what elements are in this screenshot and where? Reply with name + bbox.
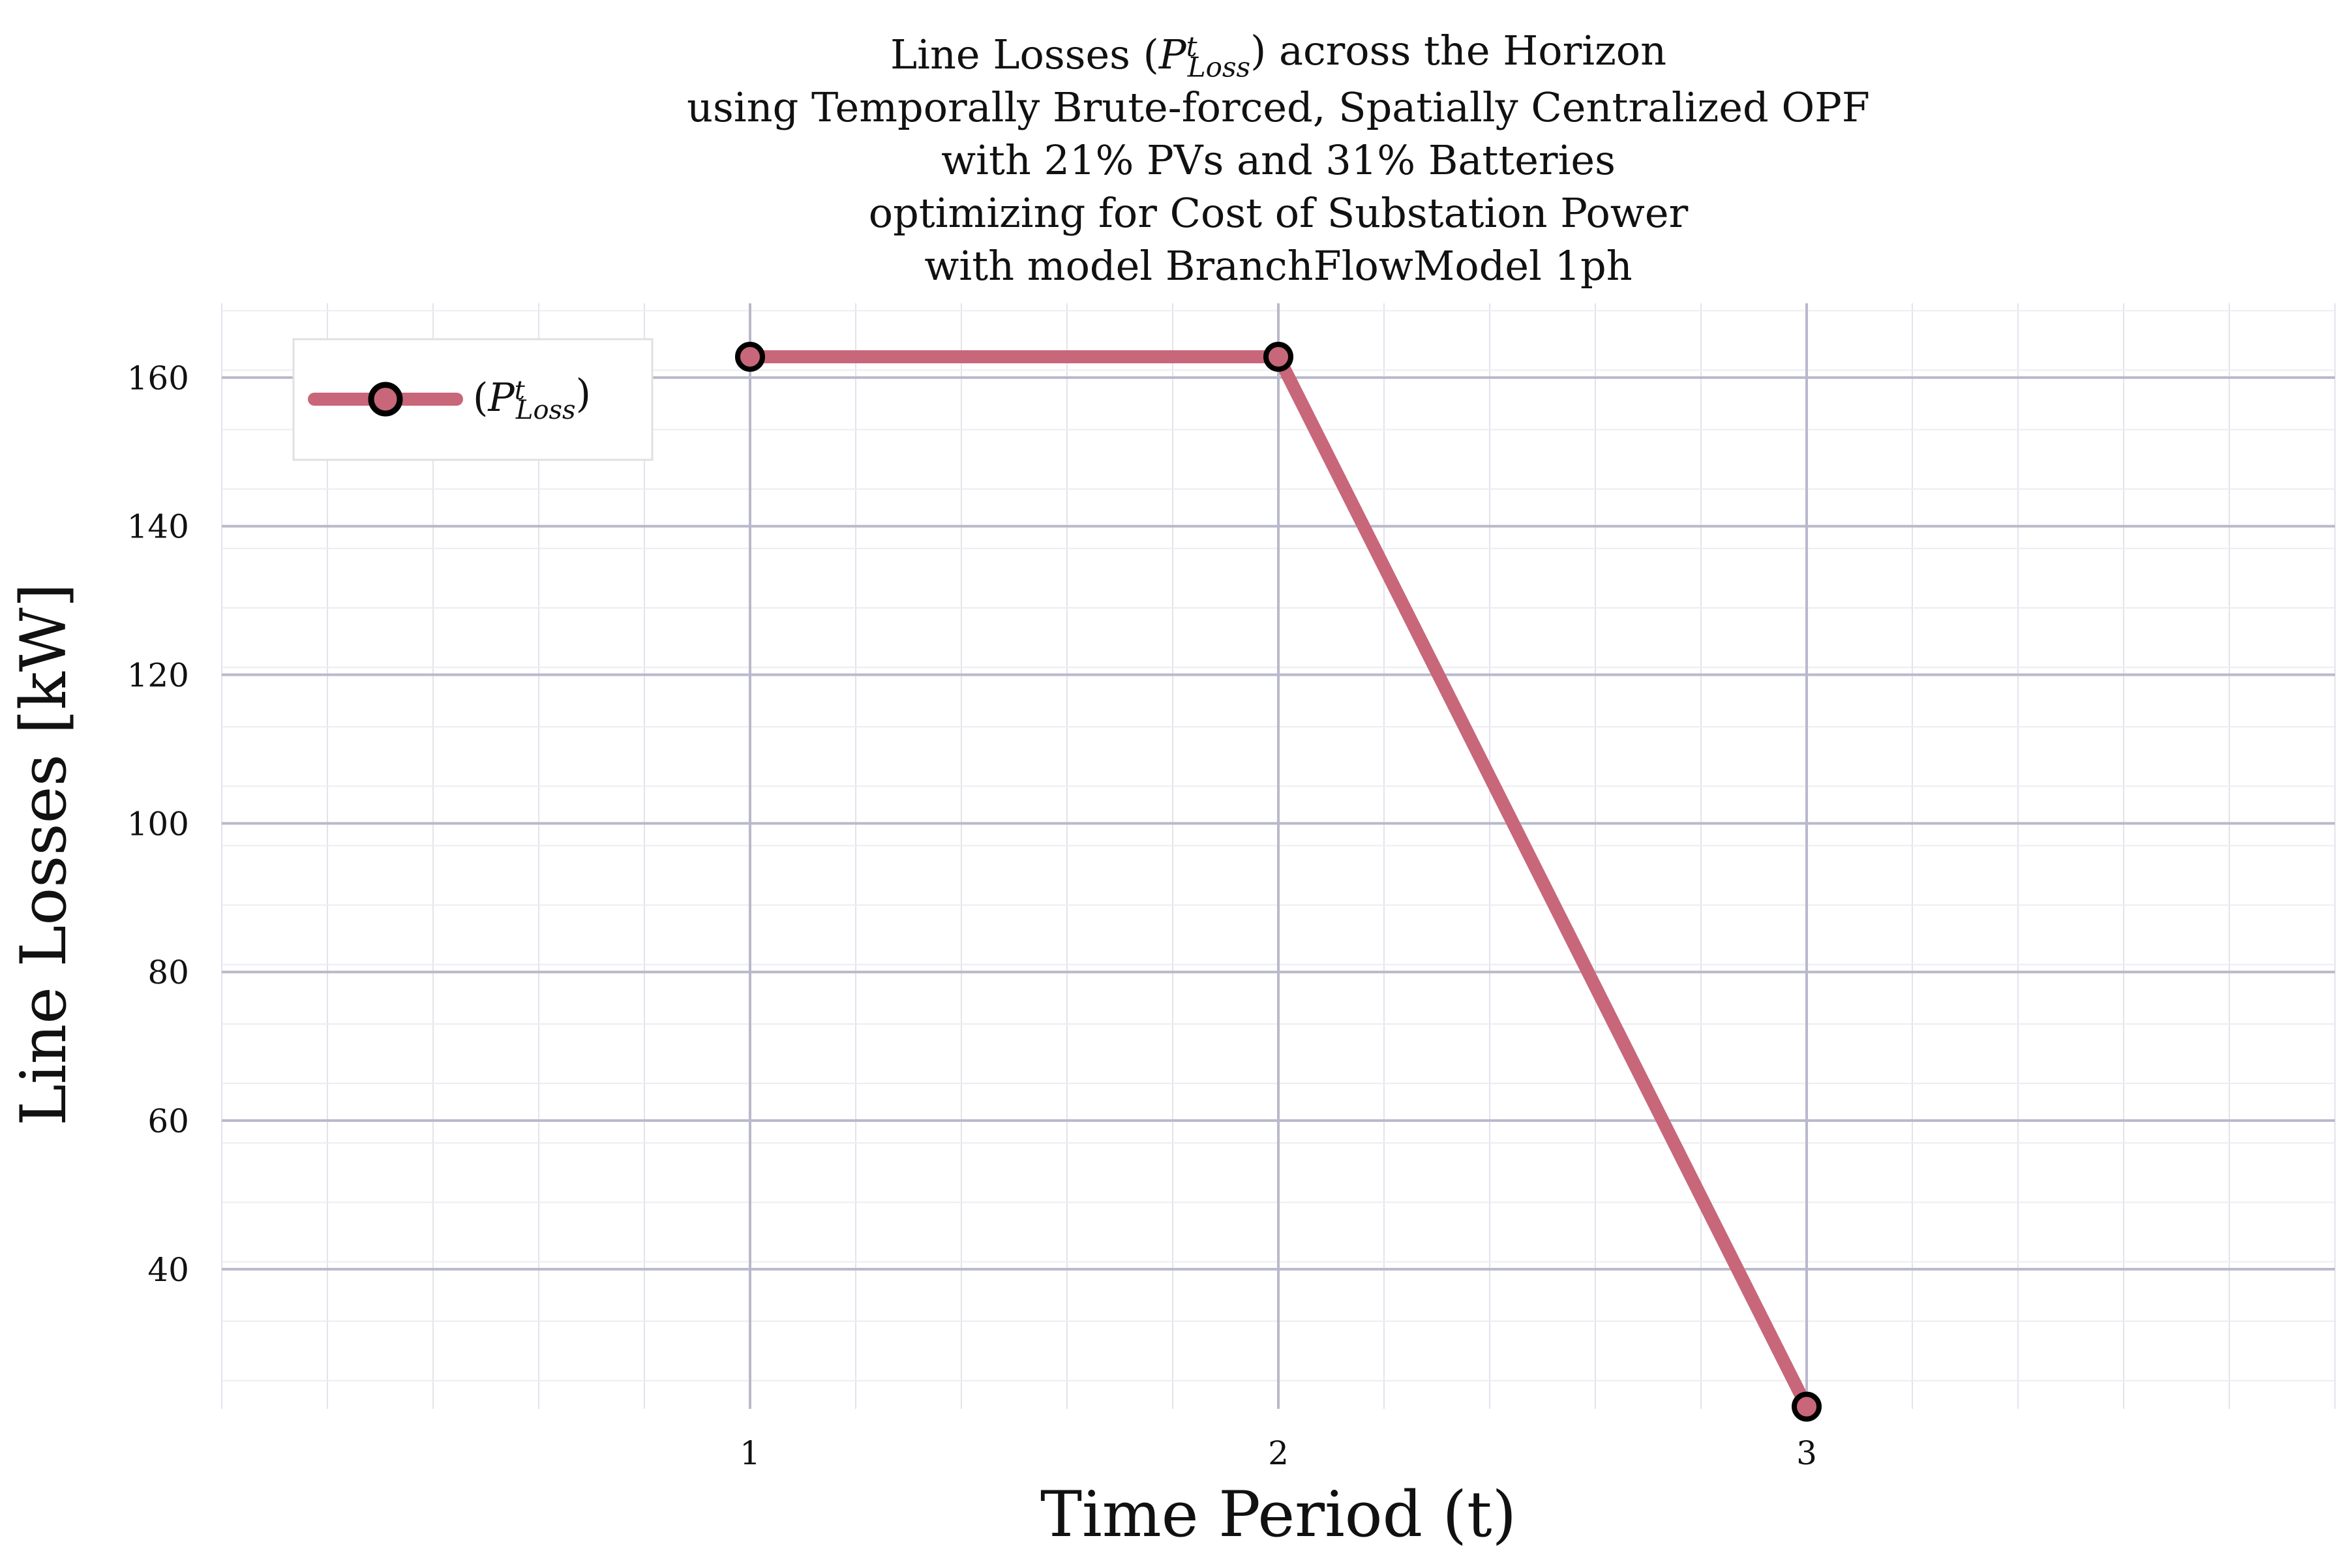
x-axis-title: Time Period (t) [1040, 1478, 1516, 1551]
y-axis-title: Line Losses [kW] [7, 583, 80, 1126]
title-line: Line Losses (Pt Loss) across the Horizon [890, 27, 1666, 83]
major-grid [222, 303, 2335, 1409]
legend-marker-swatch [368, 382, 403, 417]
title-line: optimizing for Cost of Substation Power [869, 189, 1689, 237]
x-tick-label: 3 [1796, 1434, 1817, 1472]
x-tick-label: 2 [1268, 1434, 1289, 1472]
data-point [1792, 1391, 1822, 1422]
y-tick-label: 160 [127, 359, 189, 397]
data-point [1263, 342, 1293, 372]
y-tick-label: 120 [127, 657, 189, 695]
x-tick-label: 1 [740, 1434, 760, 1472]
legend: (Pt Loss) [292, 338, 654, 461]
series-layer [735, 342, 1822, 1422]
data-point [735, 342, 765, 372]
title-line: using Temporally Brute-forced, Spatially… [687, 83, 1870, 131]
y-tick-labels: 40 60 80 100 120 140 160 [127, 359, 189, 1289]
chart-title: Line Losses (Pt Loss) across the Horizonu… [687, 27, 1870, 290]
y-tick-label: 40 [147, 1251, 189, 1289]
title-line: with 21% PVs and 31% Batteries [941, 136, 1616, 184]
y-tick-label: 100 [127, 805, 189, 843]
legend-label: (Pt Loss) [473, 371, 591, 425]
title-line: with model BranchFlowModel 1ph [924, 242, 1632, 290]
y-tick-label: 80 [147, 954, 189, 991]
x-tick-labels: 1 2 3 [740, 1434, 1817, 1472]
y-tick-label: 140 [127, 508, 189, 546]
axis-titles: Time Period (t) Line Losses [kW] [7, 583, 1516, 1551]
y-tick-label: 60 [147, 1102, 189, 1140]
